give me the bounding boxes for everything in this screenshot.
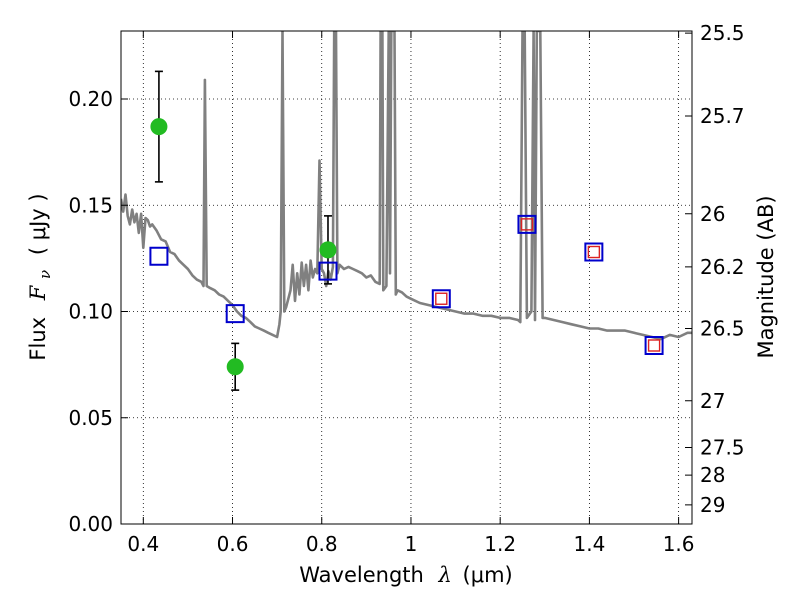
x-tick-label: 1.2 xyxy=(484,532,516,556)
red-square-marker xyxy=(435,292,448,305)
green-point xyxy=(226,358,244,376)
x-tick-label: 1.4 xyxy=(573,532,605,556)
green-point xyxy=(319,241,337,259)
tick-marks xyxy=(121,31,692,525)
red-square-marker xyxy=(520,218,534,231)
y-tick-label: 0.20 xyxy=(68,87,113,111)
red-square-marker xyxy=(647,339,661,352)
y2-axis-label: Magnitude (AB) xyxy=(754,195,778,358)
x-axis-label: Wavelength λ (μm) xyxy=(299,563,512,587)
y2-tick-label: 27.5 xyxy=(700,436,745,460)
y2-tick-label: 29 xyxy=(700,493,725,517)
blue-square-marker xyxy=(225,304,245,324)
y2-tick-label: 27 xyxy=(700,389,725,413)
spectrum-line xyxy=(121,31,692,341)
x-tick-label: 0.8 xyxy=(306,532,338,556)
y-axis-label: Flux F ν ( μJy ) xyxy=(26,193,55,360)
blue-square-marker xyxy=(644,336,664,355)
data-layer xyxy=(121,31,692,391)
plot-frame xyxy=(120,30,693,525)
y2-tick-label: 25.5 xyxy=(700,21,745,45)
blue-square-marker xyxy=(318,261,338,281)
blue-square-marker xyxy=(517,214,537,234)
y-tick-label: 0.05 xyxy=(68,406,113,430)
blue-square-marker xyxy=(431,289,451,309)
y2-tick-label: 25.7 xyxy=(700,104,745,128)
y2-tick-label: 26 xyxy=(700,202,725,226)
red-square-marker xyxy=(587,245,601,259)
x-tick-label: 1.6 xyxy=(663,532,695,556)
y-tick-label: 0.00 xyxy=(68,512,113,536)
y2-tick-label: 28 xyxy=(700,463,725,487)
x-tick-label: 0.6 xyxy=(217,532,249,556)
y-tick-label: 0.10 xyxy=(68,300,113,324)
green-point xyxy=(150,118,168,136)
x-tick-label: 1 xyxy=(405,532,418,556)
x-tick-label: 0.4 xyxy=(127,532,159,556)
blue-square-marker xyxy=(149,246,169,266)
y2-tick-label: 26.2 xyxy=(700,255,745,279)
y2-tick-label: 26.5 xyxy=(700,317,745,341)
y-tick-label: 0.15 xyxy=(68,193,113,217)
blue-square-marker xyxy=(584,242,604,262)
